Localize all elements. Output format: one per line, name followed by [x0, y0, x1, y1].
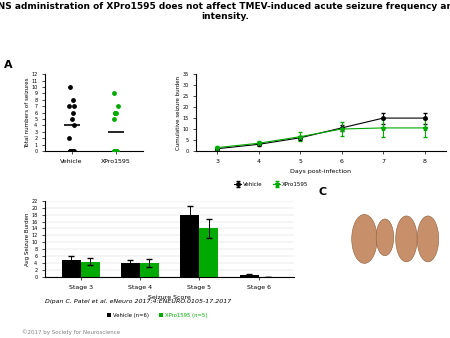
Ellipse shape — [417, 216, 439, 262]
Point — [69, 148, 76, 153]
Bar — [239, 275, 258, 277]
Point — [111, 110, 118, 115]
Point — [114, 103, 121, 109]
Bar — [62, 260, 81, 277]
Bar — [140, 263, 159, 277]
Point — [111, 116, 118, 122]
Ellipse shape — [396, 216, 417, 262]
Point — [111, 148, 118, 153]
Point — [68, 116, 76, 122]
Point — [111, 148, 118, 153]
Legend: Vehicle (n=6), XPro1595 (n=5): Vehicle (n=6), XPro1595 (n=5) — [106, 312, 208, 319]
Text: A: A — [4, 60, 13, 70]
Point — [66, 148, 73, 153]
Point — [112, 148, 119, 153]
Bar — [81, 262, 99, 277]
Text: ©2017 by Society for Neuroscience: ©2017 by Society for Neuroscience — [22, 330, 121, 335]
Point — [112, 110, 119, 115]
Point — [70, 123, 77, 128]
Point — [111, 148, 118, 153]
Point — [112, 148, 119, 153]
Bar — [180, 215, 199, 277]
Point — [66, 103, 73, 109]
Point — [112, 148, 120, 153]
X-axis label: Seizure Score: Seizure Score — [148, 295, 191, 300]
Y-axis label: Cumulative seizure burden: Cumulative seizure burden — [176, 76, 181, 150]
Bar — [199, 228, 218, 277]
Y-axis label: Avg Seizure Burden: Avg Seizure Burden — [25, 212, 30, 266]
Point — [111, 91, 118, 96]
Ellipse shape — [352, 214, 377, 263]
Legend: Vehicle, XPro1595: Vehicle, XPro1595 — [233, 181, 309, 188]
Point — [71, 148, 78, 153]
Point — [71, 103, 78, 109]
Ellipse shape — [376, 219, 394, 256]
Point — [113, 148, 120, 153]
Text: CNS administration of XPro1595 does not affect TMEV-induced acute seizure freque: CNS administration of XPro1595 does not … — [0, 2, 450, 21]
Y-axis label: Total numbers of seizures: Total numbers of seizures — [25, 77, 30, 148]
Point — [69, 110, 76, 115]
Text: C: C — [319, 187, 327, 196]
Point — [112, 110, 119, 115]
Point — [70, 97, 77, 102]
Bar — [121, 263, 140, 277]
Point — [66, 136, 73, 141]
Point — [66, 148, 73, 153]
Point — [67, 84, 74, 90]
Point — [68, 148, 76, 153]
Text: Dipan C. Patel et al. eNeuro 2017;4:ENEURO.0105-17.2017: Dipan C. Patel et al. eNeuro 2017;4:ENEU… — [45, 299, 231, 304]
Point — [68, 148, 75, 153]
X-axis label: Days post-infection: Days post-infection — [290, 169, 351, 174]
